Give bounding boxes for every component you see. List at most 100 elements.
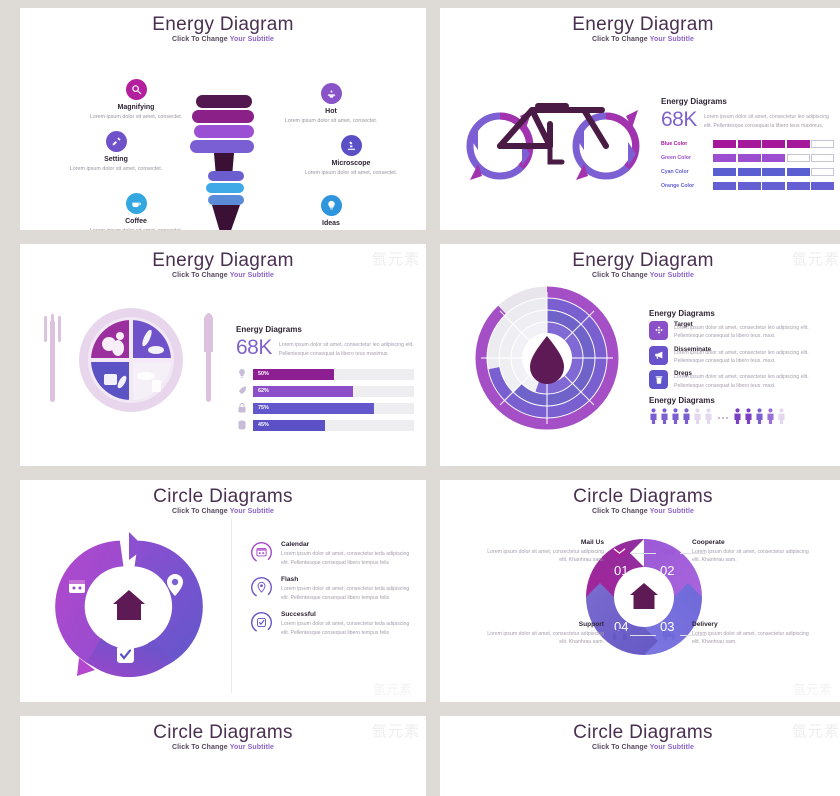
person-icon [767,408,774,424]
list-item[interactable]: Flash Lorem ipsum dolor sit amet, consec… [250,576,416,602]
person-icon [778,408,785,424]
person-icon [705,408,712,424]
check-icon [116,645,134,663]
slide-circle-bottom-left[interactable]: 氩元素 Circle Diagrams Click To Change Your… [20,716,426,796]
segbar-row[interactable]: Orange Color [661,182,834,191]
section-heading: Energy Diagrams [649,308,715,318]
list-item[interactable]: Calendar Lorem ipsum dolor sit amet, con… [250,541,416,567]
item-label: Target [674,320,693,328]
progress-row[interactable]: 45% [236,419,414,431]
big-text: Lorem ipsum dolor sit amet, consectetur … [278,341,414,358]
page-subtitle: Click To Change Your Subtitle [171,271,275,279]
step-desc: Lorem ipsum dolor sit amet, consectetur … [487,630,604,646]
feature-label: Setting [104,155,128,163]
item-desc: Lorem ipsum dolor sit amet, consectetur … [674,324,809,340]
step-support[interactable]: Support Lorem ipsum dolor sit amet, cons… [486,621,604,647]
feature-desc: Lorem ipsum dolor sit amet, consectet. [284,117,378,124]
page-title: Energy Diagram [572,250,714,271]
segbar-label: Orange Color [661,183,695,190]
feature-label: Hot [325,107,337,115]
connector-line [630,634,656,636]
feature-microscope[interactable]: Microscope Lorem ipsum dolor sit amet, c… [295,134,407,177]
progress-row[interactable]: 62% [236,385,414,397]
page-title: Energy Diagram [152,14,294,35]
segbar-track [713,182,834,191]
section-heading: Energy Diagrams [236,324,302,334]
target-icon [649,320,668,340]
step-delivery[interactable]: Delivery Lorem ipsum dolor sit amet, con… [692,621,810,647]
calendar-icon [251,541,272,563]
feature-magnifying[interactable]: Magnifying Lorem ipsum dolor sit amet, c… [80,78,192,121]
handshake-icon [662,545,677,565]
slide-energy-bicycle[interactable]: Energy Diagram Click To Change Your Subt… [440,8,840,230]
segbar-row[interactable]: Green Color [661,154,834,163]
progress-fill: 75% [253,402,374,414]
item-label: Dregs [674,370,692,378]
big-text: Lorem ipsum dolor sit amet, consectetur … [703,113,830,130]
feature-desc: Lorem ipsum dolor sit amet, consectet. [275,229,387,231]
page-subtitle: Click To Change Your Subtitle [591,507,695,515]
pin-icon [166,573,183,596]
item-desc: Lorem ipsum dolor sit amet, consectetur … [674,349,809,364]
list-item[interactable]: Dregs Lorem ipsum dolor sit amet, consec… [649,370,836,390]
feature-ideas[interactable]: Ideas Lorem ipsum dolor sit amet, consec… [275,194,387,231]
slide-circle-four[interactable]: 氩元素 Circle Diagrams Click To Change Your… [440,480,840,702]
slide-circle-three[interactable]: 氩元素 Circle Diagrams Click To Change Your… [20,480,426,702]
slide-energy-donut[interactable]: 氩元素 Energy Diagram Click To Change Your … [440,244,840,466]
step-number: 02 [660,563,674,578]
segbar-row[interactable]: Blue Color [661,140,834,149]
bicycle-graphic-area [446,53,661,196]
feature-desc: Lorem ipsum dolor sit amet, consectet. [69,165,163,172]
feature-coffee[interactable]: Coffee Lorem ipsum dolor sit amet, conse… [80,192,192,230]
rocket-icon [238,386,247,396]
connector-line [680,634,706,636]
person-icon [661,408,668,424]
page-title: Circle Diagrams [153,722,293,743]
people-chart [649,408,836,424]
coffee-icon [125,192,147,214]
person-icon [745,408,752,424]
slide-circle-bottom-right[interactable]: 氩元素 Circle Diagrams Click To Change Your… [440,716,840,796]
list-item[interactable]: Disseminate Lorem ipsum dolor sit amet, … [649,345,836,366]
slide-energy-bulb[interactable]: Energy Diagram Click To Change Your Subt… [20,8,426,230]
idea-icon [320,194,342,216]
tools-icon [105,130,127,152]
step-label: Delivery [692,620,718,628]
page-title: Circle Diagrams [573,486,713,507]
people-heading: Energy Diagrams [649,395,715,405]
segbar-row[interactable]: Cyan Color [661,168,834,177]
magnifier-icon [125,78,147,100]
progress-fill: 45% [253,419,326,431]
calendar-icon [68,579,85,593]
person-icon [694,408,701,424]
progress-track: 50% [253,368,414,380]
megaphone-icon [649,345,668,365]
feature-hot[interactable]: Hot Lorem ipsum dolor sit amet, consecte… [275,82,387,125]
progress-row[interactable]: 75% [236,402,414,414]
segbar-track [713,168,834,177]
step-mail-us[interactable]: Mail Us Lorem ipsum dolor sit amet, cons… [486,539,604,565]
list-item[interactable]: Target Lorem ipsum dolor sit amet, conse… [649,320,836,341]
feature-setting[interactable]: Setting Lorem ipsum dolor sit amet, cons… [60,130,172,173]
step-cooperate[interactable]: Cooperate Lorem ipsum dolor sit amet, co… [692,539,810,565]
person-icon [683,408,690,424]
page-subtitle: Click To Change Your Subtitle [591,271,695,279]
slide-energy-plate[interactable]: 氩元素 Energy Diagram Click To Change Your … [20,244,426,466]
page-subtitle: Click To Change Your Subtitle [171,507,275,515]
big-number: 68K [236,335,272,359]
dot-separator [715,417,731,424]
feature-label: Microscope [331,159,371,167]
step-number: 03 [660,619,674,634]
home-icon [112,589,145,620]
progress-track: 75% [253,402,414,414]
feature-desc: Lorem ipsum dolor sit amet, consectet. [304,169,398,176]
list-item[interactable]: Successful Lorem ipsum dolor sit amet, c… [250,611,416,637]
item-desc: Lorem ipsum dolor sit amet, consectetur … [281,550,410,566]
bulb-icon [239,369,245,378]
progress-row[interactable]: 50% [236,368,414,380]
step-label: Support [578,620,604,628]
person-icon [650,408,657,424]
step-number: 01 [614,563,628,578]
page-subtitle: Click To Change Your Subtitle [171,743,275,751]
spiral-bulb-graphic [190,94,254,230]
